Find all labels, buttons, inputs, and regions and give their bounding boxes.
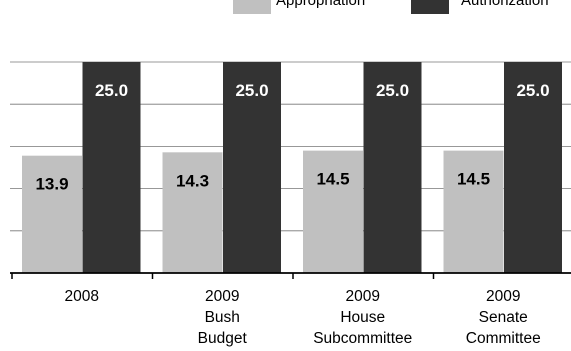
bar-appropriation-1 <box>162 152 223 273</box>
x-tick-label: Subcommittee <box>313 330 412 347</box>
bars: 13.9 25.0 14.3 25.0 14.5 25.0 14.5 25.0 <box>22 62 562 273</box>
x-tick-label: 2008 <box>65 288 99 305</box>
bar-authorization-0 <box>82 62 141 273</box>
data-label-authorization: 25.0 <box>376 81 409 100</box>
x-tick-label: 2009 <box>205 288 239 305</box>
bar-authorization-3 <box>504 62 562 273</box>
legend-label-authorization: Authorization <box>461 0 549 9</box>
x-tick-label: Bush <box>205 309 240 326</box>
legend-swatch-appropriation <box>233 0 271 14</box>
x-tick-label: Committee <box>466 330 541 347</box>
bar-authorization-2 <box>363 62 422 273</box>
bar-authorization-1 <box>223 62 281 273</box>
data-label-appropriation: 14.5 <box>457 170 490 189</box>
bar-appropriation-3 <box>443 150 504 273</box>
data-label-appropriation: 13.9 <box>35 175 68 194</box>
data-label-authorization: 25.0 <box>235 81 268 100</box>
x-tick-label: Senate <box>479 309 528 326</box>
bar-appropriation-0 <box>22 155 82 273</box>
legend-label-appropriation: Appropriation <box>276 0 365 9</box>
data-label-appropriation: 14.5 <box>316 170 349 189</box>
data-label-authorization: 25.0 <box>95 81 128 100</box>
bar-appropriation-2 <box>303 150 363 273</box>
legend: Appropriation Authorization <box>233 0 549 14</box>
x-tick-label: 2009 <box>486 288 520 305</box>
x-tick-label: 2009 <box>346 288 380 305</box>
legend-swatch-authorization <box>411 0 449 14</box>
x-axis: 2008 2009 Bush Budget 2009 House Subcommittee 2… <box>10 272 571 347</box>
x-tick-label: House <box>340 309 385 326</box>
data-label-appropriation: 14.3 <box>176 171 209 190</box>
x-tick-label: Budget <box>198 330 248 347</box>
data-label-authorization: 25.0 <box>516 81 549 100</box>
